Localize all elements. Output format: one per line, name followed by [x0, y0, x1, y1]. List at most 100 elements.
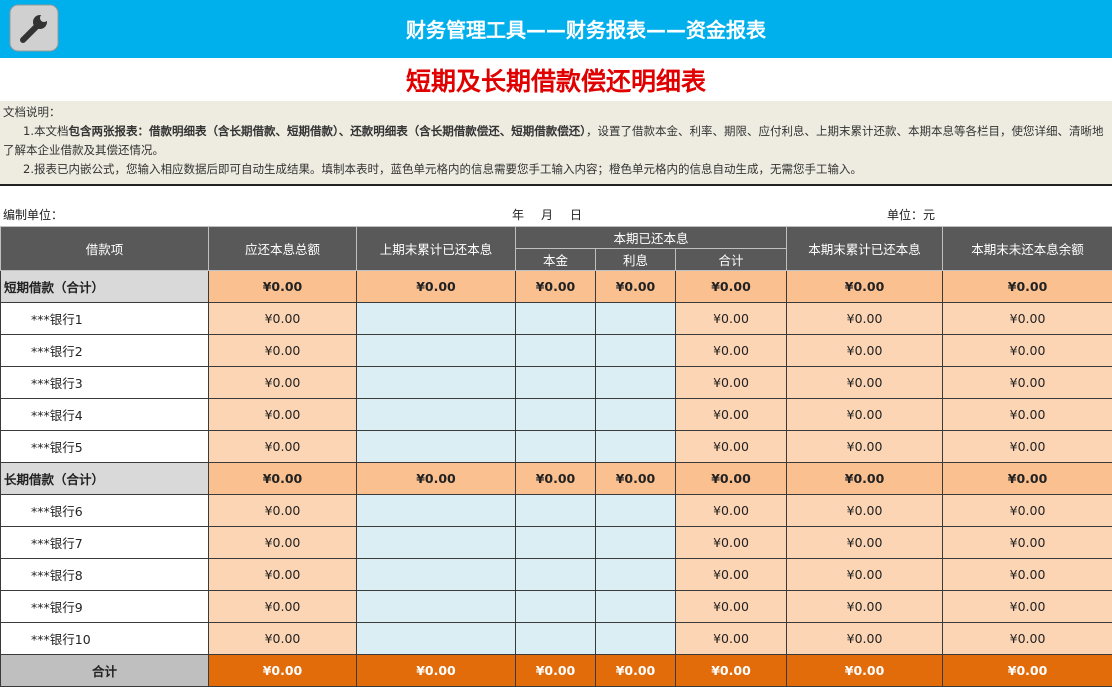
input-cell[interactable]	[595, 430, 676, 463]
input-cell[interactable]	[595, 398, 676, 431]
value-cell: ¥0.00	[674, 462, 788, 495]
value-cell: ¥0.00	[208, 398, 357, 431]
input-cell[interactable]	[356, 622, 516, 655]
value-cell: ¥0.00	[674, 558, 788, 591]
value-cell: ¥0.00	[786, 398, 944, 431]
input-cell[interactable]	[356, 430, 516, 463]
value-cell: ¥0.00	[786, 430, 944, 463]
table-row: ***银行6 ¥0.00 ¥0.00 ¥0.00 ¥0.00	[0, 494, 1112, 527]
value-cell: ¥0.00	[208, 526, 357, 559]
value-cell: ¥0.00	[942, 654, 1112, 687]
description: 文档说明： 1.本文档包含两张报表：借款明细表（含长期借款、短期借款）、还款明细…	[0, 101, 1112, 186]
input-cell[interactable]	[595, 558, 676, 591]
value-cell: ¥0.00	[942, 302, 1112, 335]
header-cell: 上期末累计已还本息	[356, 226, 516, 271]
value-cell: ¥0.00	[595, 462, 676, 495]
table-row: 长期借款（合计） ¥0.00 ¥0.00 ¥0.00 ¥0.00 ¥0.00 ¥0.00 ¥0…	[0, 462, 1112, 495]
value-cell: ¥0.00	[786, 366, 944, 399]
top-bar: 财务管理工具——财务报表——资金报表	[0, 0, 1112, 58]
loan-table: 借款项 应还本息总额 上期末累计已还本息 本期已还本息 本期末累计已还本息 本期…	[0, 226, 1112, 687]
value-cell: ¥0.00	[942, 558, 1112, 591]
input-cell[interactable]	[595, 494, 676, 527]
input-cell[interactable]	[356, 398, 516, 431]
value-cell: ¥0.00	[515, 270, 596, 303]
value-cell: ¥0.00	[674, 270, 788, 303]
row-label: ***银行5	[0, 430, 209, 463]
year: 年	[512, 208, 525, 222]
row-label: ***银行4	[0, 398, 209, 431]
header-cell: 借款项	[0, 226, 209, 271]
header-cell: 本期末未还本息余额	[942, 226, 1112, 271]
table-row: ***银行7 ¥0.00 ¥0.00 ¥0.00 ¥0.00	[0, 526, 1112, 559]
input-cell[interactable]	[595, 526, 676, 559]
input-cell[interactable]	[515, 398, 596, 431]
value-cell: ¥0.00	[942, 526, 1112, 559]
header-cell: 本金	[515, 248, 596, 271]
value-cell: ¥0.00	[208, 334, 357, 367]
month: 月	[541, 208, 554, 222]
input-cell[interactable]	[356, 334, 516, 367]
input-cell[interactable]	[515, 590, 596, 623]
unit: 单位：元	[887, 208, 936, 222]
value-cell: ¥0.00	[356, 270, 516, 303]
value-cell: ¥0.00	[942, 590, 1112, 623]
row-label: ***银行2	[0, 334, 209, 367]
value-cell: ¥0.00	[786, 526, 944, 559]
description-heading: 文档说明：	[3, 105, 61, 119]
row-label: ***银行9	[0, 590, 209, 623]
value-cell: ¥0.00	[674, 494, 788, 527]
input-cell[interactable]	[515, 366, 596, 399]
table-row: ***银行5 ¥0.00 ¥0.00 ¥0.00 ¥0.00	[0, 430, 1112, 463]
description-text: 2.报表已内嵌公式，您输入相应数据后即可自动生成结果。填制本表时，蓝色单元格内的…	[23, 162, 862, 176]
input-cell[interactable]	[515, 302, 596, 335]
value-cell: ¥0.00	[674, 622, 788, 655]
value-cell: ¥0.00	[208, 622, 357, 655]
value-cell: ¥0.00	[942, 494, 1112, 527]
value-cell: ¥0.00	[674, 590, 788, 623]
value-cell: ¥0.00	[786, 270, 944, 303]
input-cell[interactable]	[356, 494, 516, 527]
row-label: 短期借款（合计）	[0, 270, 209, 303]
description-text: ，设置了借款本金、利率、期限、应付利息、上期末累计还款、本期本息等各栏目，使您详…	[3, 124, 1104, 157]
value-cell: ¥0.00	[208, 302, 357, 335]
header-cell: 应还本息总额	[208, 226, 357, 271]
description-paragraph: 2.报表已内嵌公式，您输入相应数据后即可自动生成结果。填制本表时，蓝色单元格内的…	[3, 160, 1106, 179]
table-row: ***银行10 ¥0.00 ¥0.00 ¥0.00 ¥0.00	[0, 622, 1112, 655]
input-cell[interactable]	[356, 366, 516, 399]
input-cell[interactable]	[595, 302, 676, 335]
row-label: ***银行6	[0, 494, 209, 527]
input-cell[interactable]	[595, 334, 676, 367]
input-cell[interactable]	[356, 302, 516, 335]
input-cell[interactable]	[356, 526, 516, 559]
input-cell[interactable]	[515, 558, 596, 591]
report-title: 短期及长期借款偿还明细表	[405, 67, 706, 96]
table-row: 合计 ¥0.00 ¥0.00 ¥0.00 ¥0.00 ¥0.00 ¥0.00 ¥0.00	[0, 654, 1112, 687]
row-label: ***银行3	[0, 366, 209, 399]
value-cell: ¥0.00	[208, 462, 357, 495]
value-cell: ¥0.00	[515, 654, 596, 687]
value-cell: ¥0.00	[786, 654, 944, 687]
day: 日	[570, 208, 583, 222]
row-label: ***银行8	[0, 558, 209, 591]
input-cell[interactable]	[356, 558, 516, 591]
input-cell[interactable]	[515, 430, 596, 463]
input-cell[interactable]	[515, 334, 596, 367]
input-cell[interactable]	[515, 622, 596, 655]
input-cell[interactable]	[595, 622, 676, 655]
input-cell[interactable]	[356, 590, 516, 623]
value-cell: ¥0.00	[786, 302, 944, 335]
value-cell: ¥0.00	[595, 654, 676, 687]
value-cell: ¥0.00	[786, 622, 944, 655]
input-cell[interactable]	[515, 494, 596, 527]
input-cell[interactable]	[515, 526, 596, 559]
tool-icon[interactable]	[9, 4, 59, 52]
input-cell[interactable]	[595, 590, 676, 623]
value-cell: ¥0.00	[942, 270, 1112, 303]
description-paragraph: 1.本文档包含两张报表：借款明细表（含长期借款、短期借款）、还款明细表（含长期借…	[3, 122, 1106, 160]
header-cell: 合计	[674, 248, 788, 271]
value-cell: ¥0.00	[208, 430, 357, 463]
input-cell[interactable]	[595, 366, 676, 399]
value-cell: ¥0.00	[674, 334, 788, 367]
row-label: ***银行7	[0, 526, 209, 559]
